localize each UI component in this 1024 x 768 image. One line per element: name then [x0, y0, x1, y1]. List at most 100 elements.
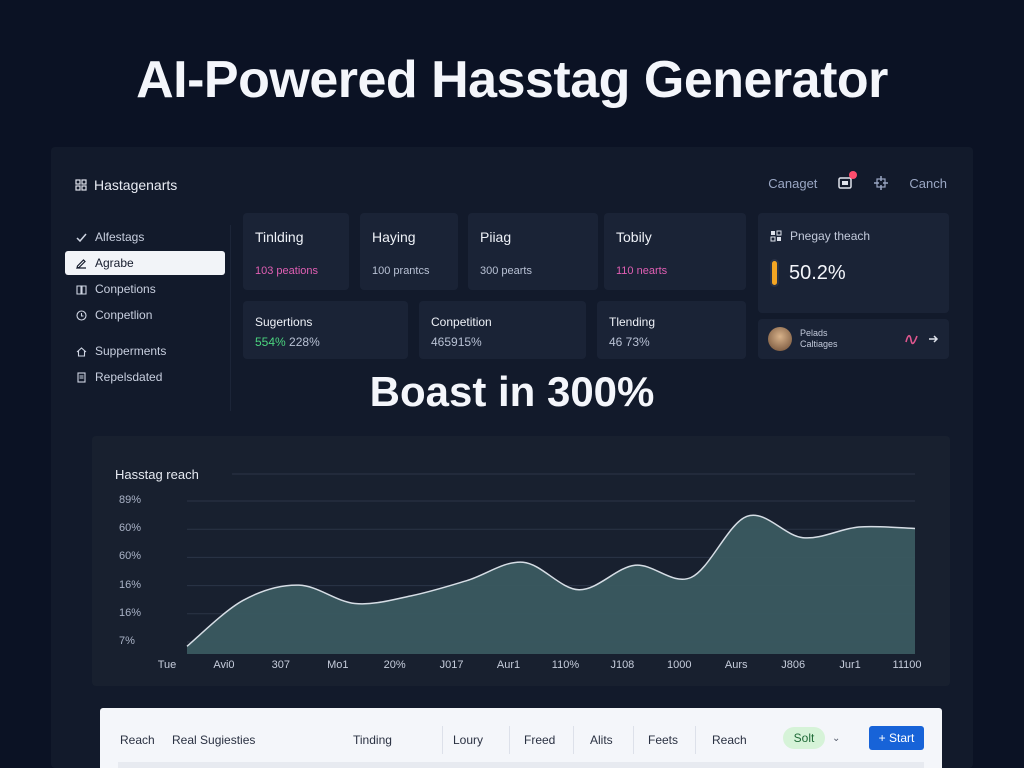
reach-area-chart: [186, 473, 916, 654]
sidebar: Alfestags Agrabe Conpetions Conpetlion S…: [65, 225, 231, 411]
x-tick-label: J108: [610, 659, 635, 671]
x-tick-label: J806: [781, 659, 806, 671]
metric-value-a: 554%: [255, 335, 286, 349]
x-tick-label: Aur1: [496, 659, 521, 671]
metric-card-conpetition[interactable]: Conpetition 465915%: [419, 301, 586, 359]
arrow-right-icon[interactable]: [927, 333, 939, 345]
stat-card-tobily[interactable]: Tobily 110 nearts: [604, 213, 746, 290]
series-line: [186, 514, 916, 647]
sidebar-item-agrabe[interactable]: Agrabe: [65, 251, 225, 275]
toolbar-item-real-sugiesties[interactable]: Real Sugiesties: [172, 733, 256, 747]
metric-card-title: Conpetition: [431, 315, 492, 329]
stat-card-sub: 103 peations: [255, 265, 318, 277]
y-tick-label: 16%: [119, 578, 142, 591]
stat-card-sub: 100 prantcs: [372, 265, 430, 277]
stat-card-sub: 300 pearts: [480, 265, 532, 277]
clock-icon: [76, 309, 87, 321]
x-tick-label: 11100: [892, 659, 922, 671]
toolbar-item-freed[interactable]: Freed: [524, 733, 556, 747]
x-tick-label: Aurs: [724, 659, 748, 671]
stat-card-title: Tobily: [616, 229, 652, 245]
sidebar-item-supperments[interactable]: Supperments: [65, 339, 225, 363]
sidebar-item-label: Repelsdated: [95, 370, 163, 384]
toolbar-item-reach-2[interactable]: Reach: [712, 733, 747, 747]
canch-link[interactable]: Canch: [909, 175, 947, 191]
table-header-strip: [118, 762, 924, 768]
toolbar-item-alits[interactable]: Alits: [590, 733, 613, 747]
metric-value-a: 46 73%: [609, 335, 650, 349]
notification-button[interactable]: [837, 171, 858, 191]
sidebar-item-alfestags[interactable]: Alfestags: [65, 225, 225, 249]
toolbar-divider: [442, 726, 443, 754]
sidebar-item-label: Conpetlion: [95, 308, 153, 322]
reach-percent: 50.2%: [789, 261, 846, 284]
y-tick-label: 7%: [119, 635, 135, 647]
x-tick-label: Tue: [157, 659, 177, 671]
top-bar: Hastagenarts Canaget Canch: [51, 147, 973, 219]
stat-card-title: Piiag: [480, 229, 512, 245]
metric-value-a: 465915%: [431, 335, 482, 349]
grid-icon: [770, 230, 782, 242]
sidebar-item-conpetlion[interactable]: Conpetlion: [65, 303, 225, 327]
x-tick-label: Jur1: [839, 659, 861, 671]
x-tick-label: 110%: [551, 659, 580, 671]
reach-gauge: [770, 259, 779, 287]
app-window: Hastagenarts Canaget Canch Alfe: [51, 147, 973, 768]
x-tick-label: Mo1: [327, 659, 349, 671]
metric-card-title: Tlending: [609, 315, 656, 329]
chevron-down-icon[interactable]: ⌄: [832, 733, 841, 744]
metric-card-values: 554% 228%: [255, 335, 396, 349]
top-actions: Canaget Canch: [768, 171, 947, 191]
x-tick-label: Avi0: [213, 659, 235, 671]
toolbar-item-loury[interactable]: Loury: [453, 733, 484, 747]
profile-line2: Caltiages: [800, 339, 838, 349]
soft-badge[interactable]: Solt: [783, 727, 825, 749]
brand: Hastagenarts: [75, 177, 177, 193]
reach-card[interactable]: Pnegay theach 50.2%: [758, 213, 949, 313]
settings-button[interactable]: [873, 175, 889, 191]
sidebar-item-label: Agrabe: [95, 256, 134, 270]
y-tick-label: 60%: [119, 522, 142, 535]
sidebar-item-conpetions[interactable]: Conpetions: [65, 277, 225, 301]
home-icon: [76, 346, 87, 357]
stat-card-sub: 110 nearts: [616, 265, 668, 277]
toolbar-divider: [509, 726, 510, 754]
edit-icon: [76, 258, 86, 269]
toolbar-item-feets[interactable]: Feets: [648, 733, 679, 747]
stat-card-piiag[interactable]: Piiag 300 pearts: [468, 213, 598, 290]
overlay-caption: Boast in 300%: [369, 368, 655, 415]
area-fill: [187, 515, 915, 654]
canaget-link[interactable]: Canaget: [768, 175, 818, 191]
profile-card[interactable]: Pelads Caltiages: [758, 319, 949, 359]
document-icon: [77, 371, 86, 383]
y-tick-label: 60%: [119, 550, 142, 563]
start-button[interactable]: + Start: [869, 726, 924, 750]
check-icon: [76, 233, 87, 242]
chart-panel: Hasstag reach 89% 60% 60% 16% 16% 7% Tue Avi0 30…: [92, 436, 950, 686]
chart-title: Hasstag reach: [115, 467, 199, 482]
bottom-toolbar: Reach Real Sugiesties Tinding Loury Free…: [100, 708, 942, 768]
book-icon: [76, 284, 87, 295]
metric-card-tlending[interactable]: Tlending 46 73%: [597, 301, 746, 359]
toolbar-item-reach[interactable]: Reach: [120, 733, 155, 747]
inbox-icon: [838, 177, 853, 189]
grid-logo-icon: [75, 179, 87, 191]
reach-card-header: Pnegay theach: [770, 229, 937, 243]
sidebar-item-repelsdated[interactable]: Repelsdated: [65, 365, 225, 389]
toolbar-item-tinding[interactable]: Tinding: [353, 733, 392, 747]
stat-card-haying[interactable]: Haying 100 prantcs: [360, 213, 458, 290]
x-tick-label: 307: [271, 659, 291, 671]
stat-card-tinlding[interactable]: Tinlding 103 peations: [243, 213, 349, 290]
x-tick-label: 1000: [667, 659, 692, 671]
notification-dot: [849, 171, 858, 179]
avatar: [768, 327, 792, 351]
metric-card-sugertions[interactable]: Sugertions 554% 228%: [243, 301, 408, 359]
crosshair-icon: [874, 176, 889, 190]
x-tick-label: J017: [439, 659, 464, 671]
sidebar-item-label: Alfestags: [95, 230, 145, 244]
profile-text: Pelads Caltiages: [800, 328, 838, 350]
stat-card-title: Haying: [372, 229, 416, 245]
profile-line1: Pelads: [800, 328, 828, 338]
brand-name: Hastagenarts: [94, 177, 178, 193]
metric-value-b: 228%: [289, 335, 320, 349]
